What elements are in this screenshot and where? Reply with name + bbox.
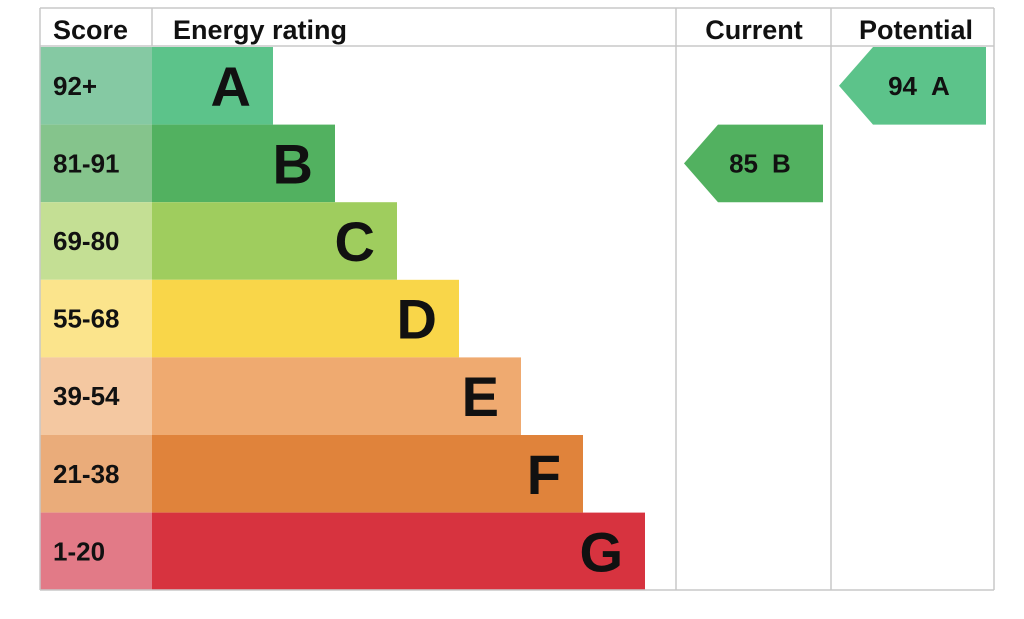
band-bar-g [152, 512, 645, 591]
score-cell-b [40, 124, 152, 203]
score-cell-e [40, 357, 152, 435]
current-rating-arrow: 85 B [684, 124, 823, 203]
band-letter-e: E [462, 365, 499, 428]
score-label-c: 69-80 [53, 226, 120, 256]
score-label-b: 81-91 [53, 148, 120, 178]
band-bar-c [152, 202, 397, 280]
potential-rating-arrow-shape [839, 47, 986, 125]
score-cell-d [40, 279, 152, 358]
band-bar-f [152, 435, 583, 513]
potential-rating-arrow: 94 A [839, 47, 986, 125]
band-g: 1-20 G [40, 512, 645, 591]
band-letter-f: F [527, 443, 561, 506]
score-cell-c [40, 202, 152, 280]
band-f: 21-38 F [40, 435, 583, 513]
current-rating-arrow-letter: B [772, 148, 791, 178]
current-rating-arrow-value: 85 [729, 148, 758, 178]
score-cell-g [40, 512, 152, 591]
band-letter-d: D [397, 288, 437, 351]
band-e: 39-54 E [40, 357, 521, 435]
band-bar-e [152, 357, 521, 435]
score-label-a: 92+ [53, 71, 97, 101]
energy-rating-header: Energy rating [173, 15, 347, 45]
band-letter-a: A [211, 55, 251, 118]
potential-rating-arrow-value: 94 [888, 71, 917, 101]
band-a: 92+ A [40, 47, 273, 125]
potential-header: Potential [859, 15, 973, 45]
band-letter-c: C [335, 210, 375, 273]
rating-bands: 92+ A 81-91 B 69-80 C 55-68 D 39-54 E 21-38 F 1-20 G [40, 47, 645, 591]
band-bar-d [152, 279, 459, 358]
table-grid [39, 7, 995, 591]
score-label-g: 1-20 [53, 536, 105, 566]
band-bar-b [152, 124, 335, 203]
current-header: Current [705, 15, 803, 45]
band-c: 69-80 C [40, 202, 397, 280]
header-row: Score Energy rating Current Potential [53, 15, 973, 45]
band-d: 55-68 D [40, 279, 459, 358]
band-letter-g: G [579, 520, 623, 583]
score-label-e: 39-54 [53, 381, 120, 411]
current-rating-arrow-shape [684, 124, 823, 203]
score-cell-f [40, 435, 152, 513]
score-label-d: 55-68 [53, 304, 120, 334]
score-cell-a [40, 47, 152, 125]
rating-arrows: 85 B 94 A [684, 47, 986, 203]
score-label-f: 21-38 [53, 459, 120, 489]
band-bar-a [152, 47, 273, 125]
potential-rating-arrow-letter: A [931, 71, 950, 101]
score-header: Score [53, 15, 128, 45]
band-b: 81-91 B [40, 124, 335, 203]
band-letter-b: B [273, 132, 313, 195]
